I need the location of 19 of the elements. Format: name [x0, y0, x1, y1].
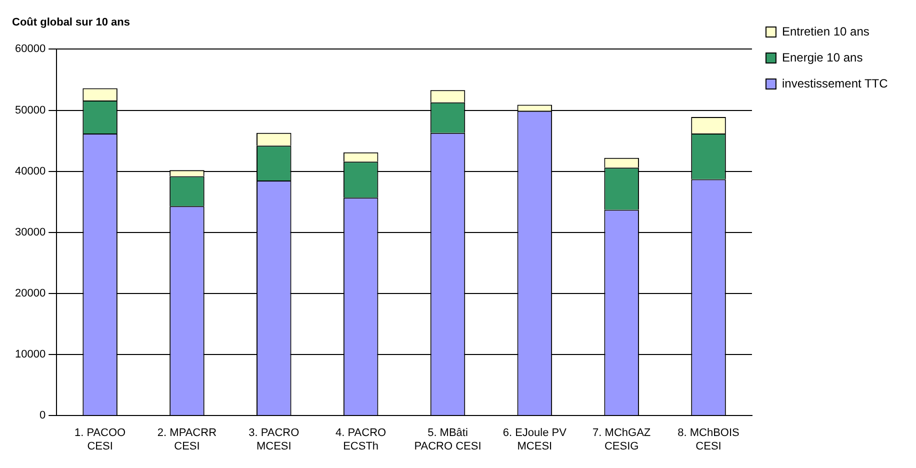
- legend-label: investissement TTC: [782, 76, 888, 90]
- legend-label: Entretien 10 ans: [782, 24, 870, 38]
- y-tick-label: 10000: [14, 348, 46, 361]
- chart-title: Coût global sur 10 ans: [12, 16, 130, 29]
- x-tick-label: 6. EJoule PV MCESI: [502, 427, 568, 452]
- y-tick-label: 30000: [14, 226, 46, 238]
- x-tick-label: 2. MPACRR CESI: [157, 427, 217, 452]
- y-tick-label: 50000: [14, 104, 46, 116]
- x-tick-label: 5. MBâti PACRO CESI: [414, 427, 482, 452]
- y-tick-label: 0: [39, 410, 46, 422]
- y-tick-label: 40000: [14, 165, 46, 178]
- x-tick-label: 1. PACOO CESI: [74, 427, 126, 452]
- legend-label: Energie 10 ans: [782, 50, 863, 64]
- x-tick-label: 4. PACRO ECSTh: [336, 427, 387, 452]
- y-tick-label: 60000: [14, 43, 46, 56]
- x-tick-label: 8. MChBOIS CESI: [678, 427, 740, 452]
- x-tick-label: 3. PACRO MCESI: [248, 427, 300, 452]
- x-tick-label: 7. MChGAZ CESIG: [592, 427, 651, 452]
- y-tick-label: 20000: [14, 288, 46, 300]
